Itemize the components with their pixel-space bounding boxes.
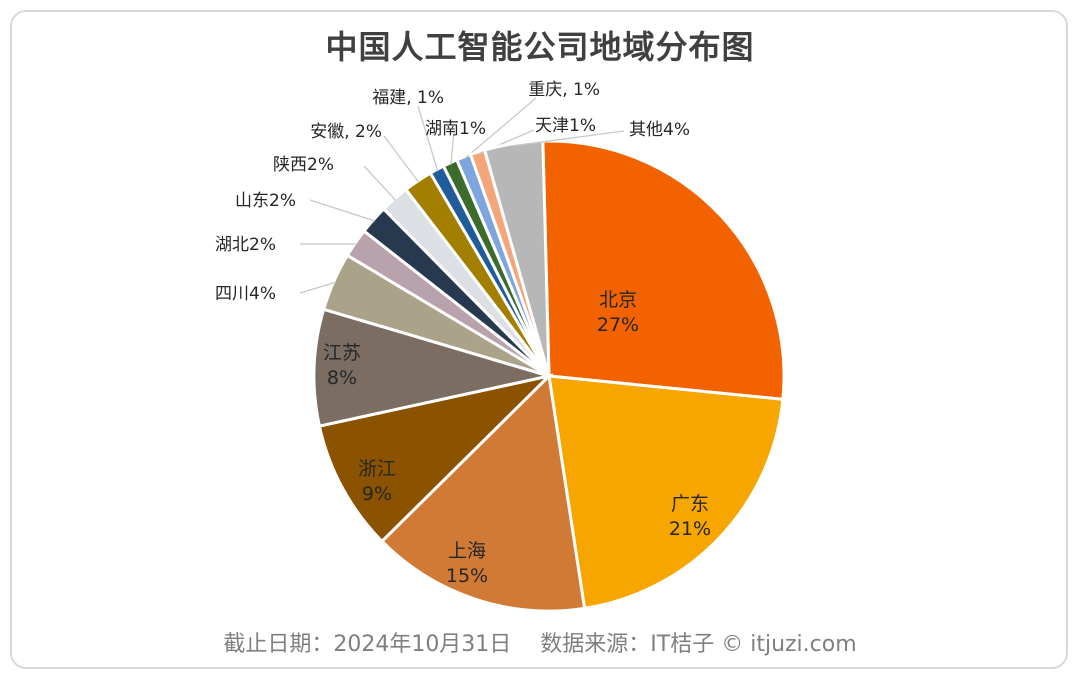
pie-slice-2 [379,372,587,613]
slice-label-6: 湖北2% [215,235,276,255]
slice-label-2-line-0: 上海 [448,540,486,562]
leader-line-14 [513,130,625,147]
leader-line-11 [450,131,455,165]
slice-label-0-line-0: 北京 [599,289,637,311]
chart-title: 中国人工智能公司地域分布图 [325,28,755,66]
slice-label-10: 福建, 1% [372,88,444,108]
slice-label-1-line-0: 广东 [671,493,709,515]
leader-line-5 [299,281,336,294]
slice-label-11: 湖南1% [425,119,486,139]
slice-label-4-line-0: 江苏 [323,342,361,364]
leader-line-10 [417,105,439,172]
slice-label-14: 其他4% [629,120,690,140]
leader-line-7 [309,199,376,222]
slice-label-13: 天津1% [535,116,596,136]
slice-label-5: 四川4% [215,284,276,304]
slice-label-0-line-1: 27% [597,314,639,336]
pie-slice-3 [317,373,554,544]
slice-label-7: 山东2% [235,191,296,211]
slice-label-12: 重庆, 1% [528,80,600,100]
slice-label-4-line-1: 8% [327,367,357,389]
slice-label-8: 陕西2% [273,155,334,175]
slice-label-1-line-1: 21% [669,518,711,540]
leader-line-9 [383,135,420,183]
slice-label-9: 安徽, 2% [310,122,382,142]
leader-line-12 [463,97,537,160]
slice-label-3-line-1: 9% [362,483,392,505]
slice-label-3-line-0: 浙江 [358,458,396,480]
slice-label-2-line-1: 15% [446,565,488,587]
pie-slice-14 [482,139,551,377]
leader-line-8 [363,165,397,201]
footer-source: 截止日期：2024年10月31日 数据来源：IT桔子 © itjuzi.com [223,632,857,657]
pie-slice-4 [312,307,550,428]
pie-slice-0 [541,139,786,401]
pie-slice-1 [547,374,785,611]
